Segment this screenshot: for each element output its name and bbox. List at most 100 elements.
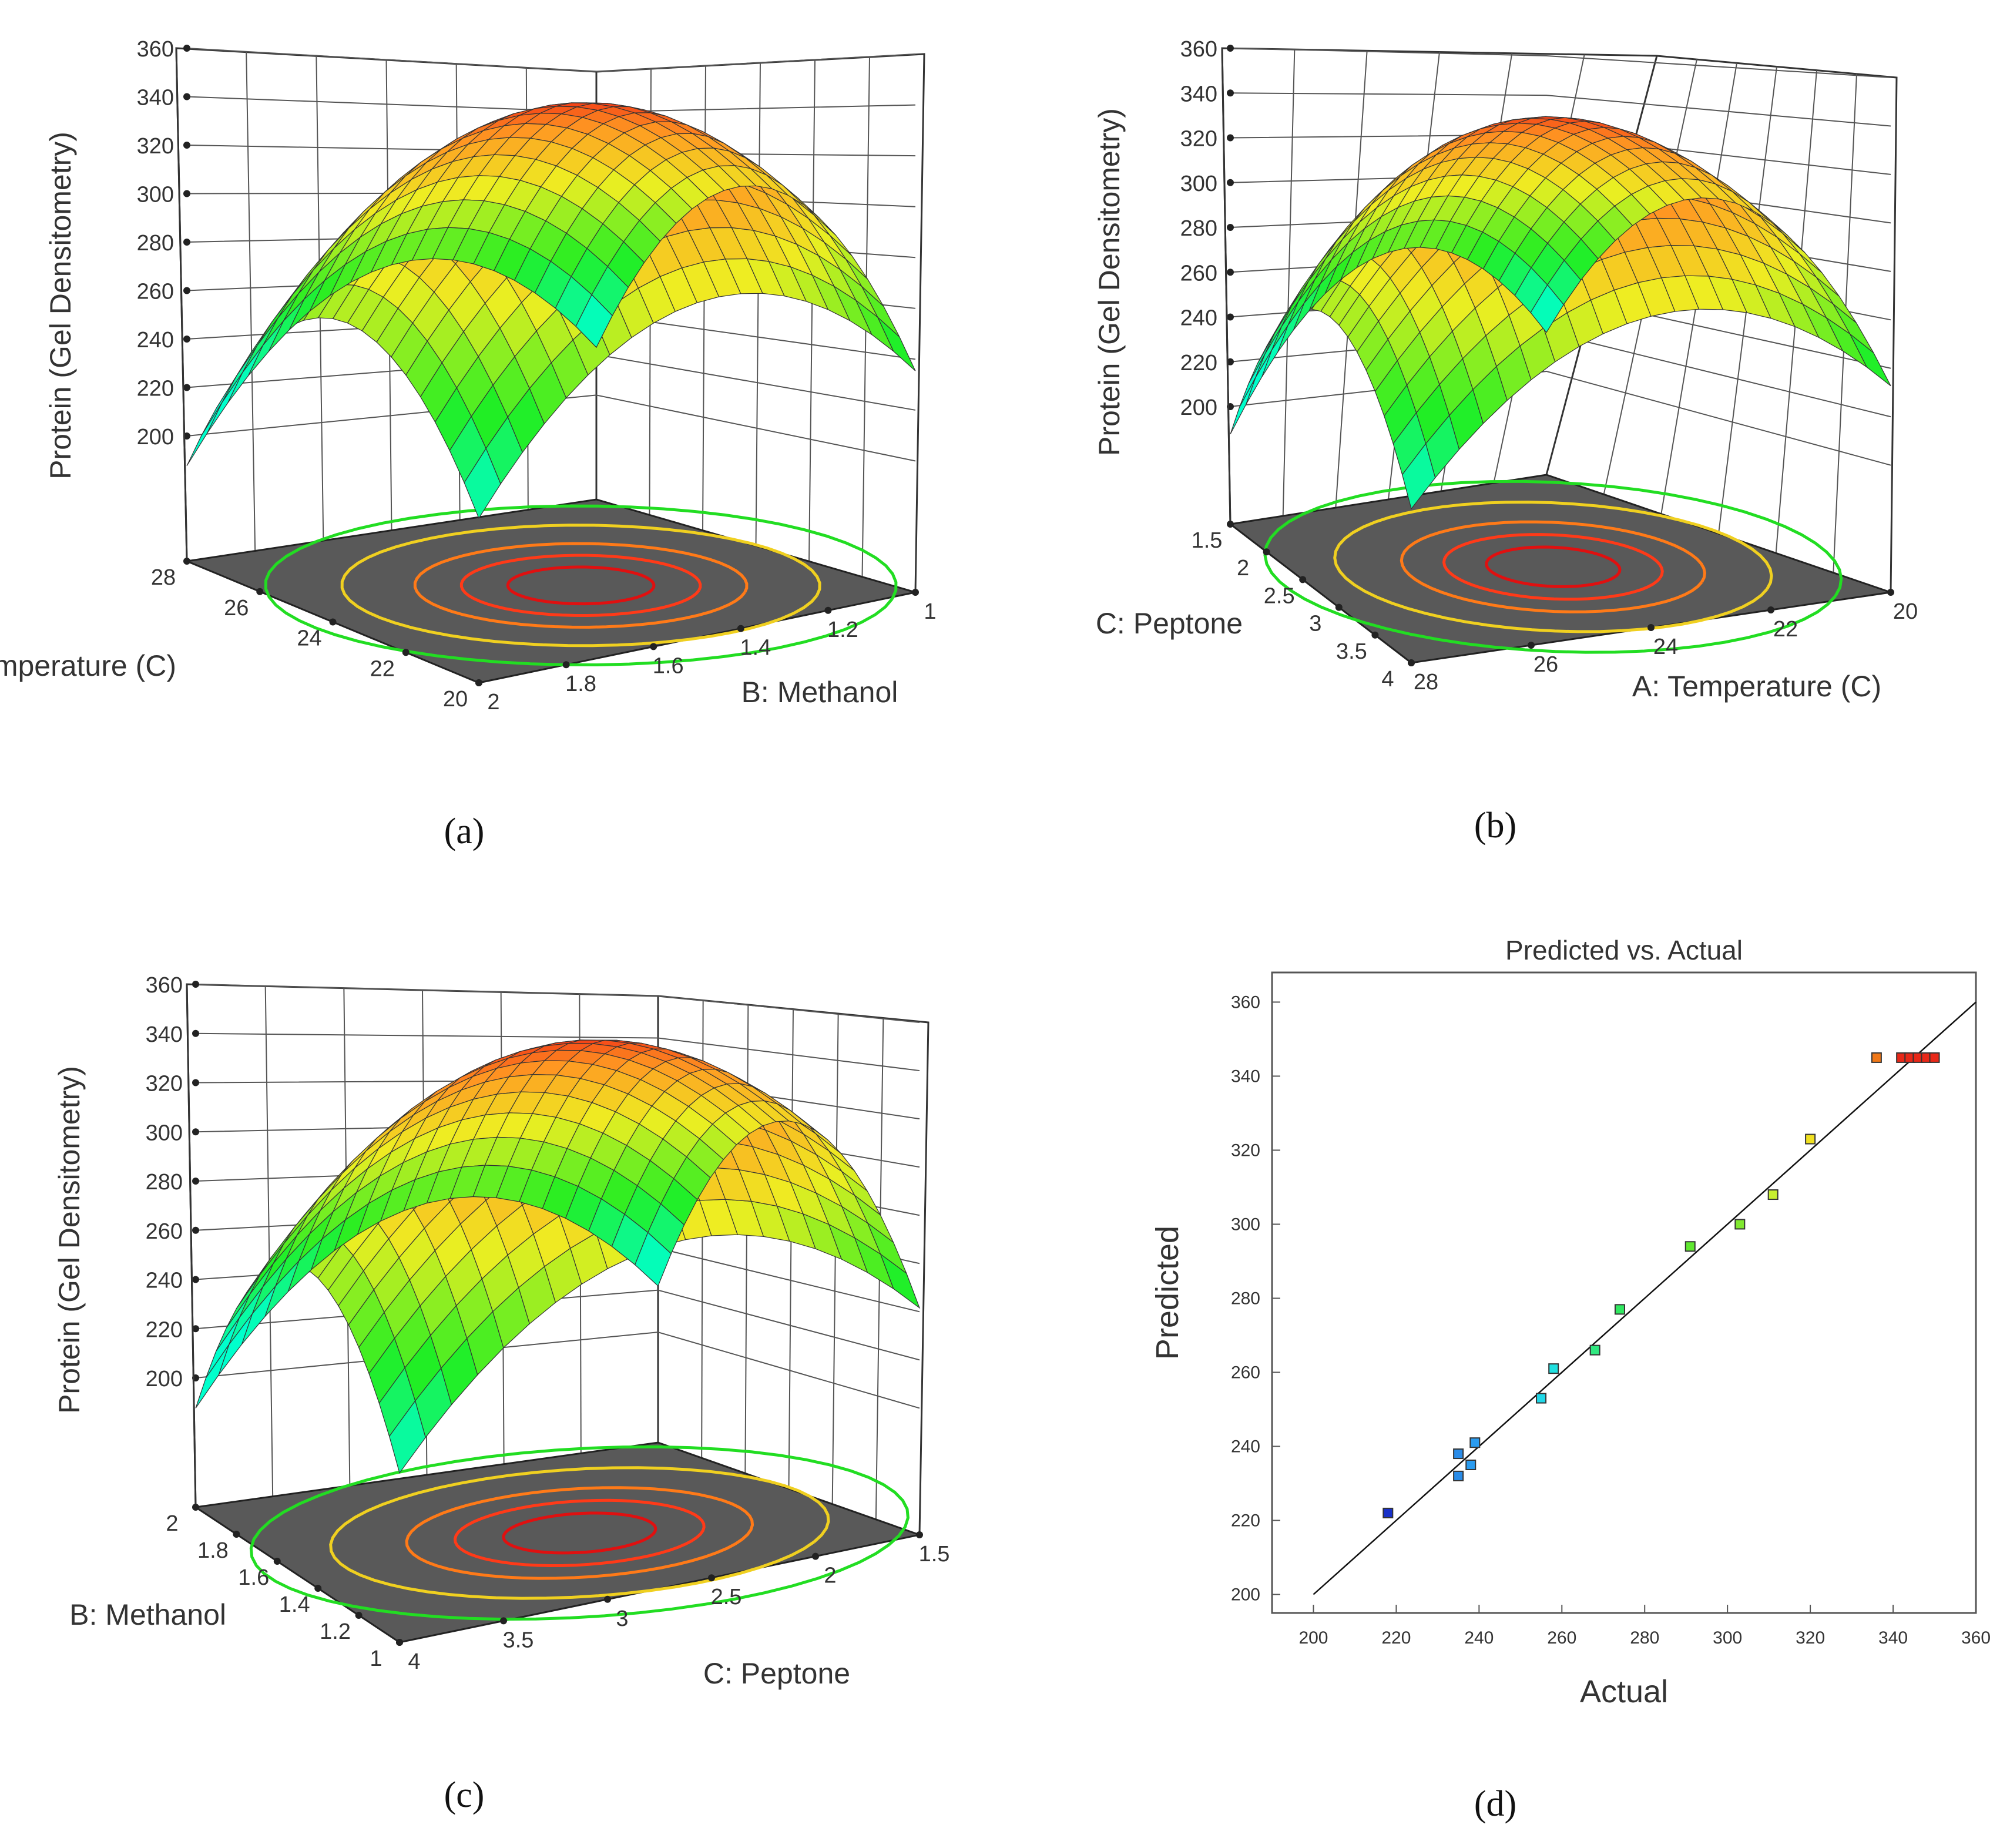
z-gridline <box>186 394 916 462</box>
y-axis-title: Predicted <box>1150 1226 1185 1360</box>
x2-axis-title: A: Temperature (C) <box>1632 670 1881 703</box>
data-point <box>1536 1393 1547 1404</box>
z-tick-dot <box>1227 89 1234 97</box>
caption-b: (b) <box>1474 806 1516 846</box>
x2-tick-label: 24 <box>1653 635 1678 659</box>
floor-contour <box>1442 533 1664 601</box>
chart-title: Predicted vs. Actual <box>1505 935 1743 965</box>
surface-cell <box>634 1232 672 1287</box>
z-tick-label: 340 <box>137 86 174 110</box>
y-tick-label: 280 <box>1231 1289 1260 1308</box>
data-point <box>1734 1219 1746 1230</box>
z-tick-label: 360 <box>1180 37 1217 62</box>
x1-tick-label: 26 <box>224 596 249 621</box>
z-tick-dot <box>192 1029 199 1037</box>
x2-tick-dot <box>1887 589 1894 596</box>
z-axis-title: Protein (Gel Densitometry) <box>44 132 77 479</box>
z-tick-dot <box>1227 45 1234 52</box>
x-tick-label: 260 <box>1547 1628 1576 1648</box>
response-surface <box>195 1039 921 1474</box>
z-tick-label: 300 <box>146 1121 183 1145</box>
x1-tick-label: 3 <box>1309 612 1321 636</box>
z-tick-dot <box>183 336 190 343</box>
z-tick-label: 360 <box>146 973 183 998</box>
z-tick-label: 240 <box>146 1269 183 1293</box>
floor-contour <box>264 504 898 667</box>
x1-tick-dot <box>183 558 190 565</box>
x2-tick-dot <box>650 643 657 650</box>
x2-tick-label: 1 <box>924 599 936 624</box>
z-tick-label: 200 <box>137 425 174 450</box>
z-tick-label: 320 <box>137 134 174 159</box>
wall-v-gridline <box>744 1004 749 1474</box>
data-point <box>1589 1344 1600 1356</box>
panel-d-predicted-vs-actual: Predicted vs. Actual 200 220 240 260 280 300 32… <box>1150 935 1991 1709</box>
x2-tick-label: 2 <box>824 1564 836 1588</box>
x2-tick-label: 1.8 <box>565 672 596 696</box>
response-surface <box>186 102 916 519</box>
z-tick-label: 220 <box>137 377 174 401</box>
x1-tick-label: 1.4 <box>279 1592 310 1617</box>
data-point <box>1382 1507 1394 1518</box>
x-tick-label: 320 <box>1796 1628 1825 1648</box>
x1-tick-dot <box>1371 631 1379 639</box>
x1-tick-dot <box>355 1612 363 1619</box>
response-surface <box>1230 116 1891 510</box>
data-point <box>1929 1052 1940 1063</box>
x2-tick-dot <box>500 1617 507 1625</box>
x2-tick-label: 28 <box>1414 670 1438 695</box>
z-tick-dot <box>192 1276 199 1283</box>
z-tick-dot <box>1227 358 1234 365</box>
data-point <box>1614 1304 1625 1315</box>
data-point <box>1684 1241 1696 1252</box>
z-tick-dot <box>1227 269 1234 276</box>
data-point <box>1453 1470 1464 1481</box>
x-axis-title: Actual <box>1580 1674 1668 1709</box>
wall-v-gridline <box>755 62 761 546</box>
floor-contour <box>1400 520 1707 613</box>
z-axis-line <box>175 48 188 562</box>
z-tick-dot <box>183 142 190 149</box>
z-gridline <box>1230 48 1891 78</box>
z-tick-label: 280 <box>137 231 174 256</box>
x-tick-label: 360 <box>1961 1628 1991 1648</box>
z-axis-line <box>1221 48 1231 525</box>
x1-tick-label: 22 <box>370 656 395 681</box>
z-tick-label: 300 <box>1180 172 1217 196</box>
y-tick-label: 260 <box>1231 1363 1260 1382</box>
y-tick-label: 360 <box>1231 992 1260 1012</box>
x2-tick-dot <box>824 606 832 614</box>
x1-tick-label: 2.5 <box>1264 583 1295 608</box>
x-tick-label: 200 <box>1298 1628 1328 1648</box>
surface-cell <box>186 402 223 467</box>
z-tick-dot <box>192 1079 199 1086</box>
floor-contour <box>249 1445 910 1621</box>
x1-tick-dot <box>402 649 410 656</box>
z-tick-label: 340 <box>146 1022 183 1047</box>
x1-tick-label: 20 <box>443 687 468 712</box>
floor-contour <box>1333 500 1773 633</box>
z-tick-label: 260 <box>137 280 174 304</box>
x1-tick-label: 1.6 <box>238 1565 269 1590</box>
surface-cell <box>575 294 613 348</box>
x2-tick-dot <box>916 1531 923 1538</box>
caption-a: (a) <box>444 811 485 851</box>
x2-tick-dot <box>475 679 482 686</box>
z-axis-title: Protein (Gel Densitometry) <box>53 1066 86 1414</box>
x2-tick-label: 3 <box>616 1606 628 1631</box>
x2-tick-label: 2.5 <box>711 1585 742 1609</box>
x2-axis-title: C: Peptone <box>703 1657 850 1690</box>
x1-tick-label: 3.5 <box>1336 639 1367 664</box>
z-tick-label: 320 <box>1180 127 1217 152</box>
caption-c: (c) <box>444 1775 485 1815</box>
z-tick-label: 220 <box>1180 351 1217 375</box>
surface-cell <box>1246 350 1273 405</box>
x1-tick-dot <box>1263 548 1270 556</box>
x2-tick-label: 22 <box>1773 617 1798 642</box>
x2-tick-label: 1.4 <box>740 636 771 660</box>
x-tick-label: 340 <box>1878 1628 1908 1648</box>
x2-tick-label: 4 <box>408 1649 420 1674</box>
z-tick-label: 280 <box>1180 216 1217 241</box>
x2-tick-label: 20 <box>1893 599 1918 624</box>
y-tick-label: 340 <box>1231 1066 1260 1086</box>
